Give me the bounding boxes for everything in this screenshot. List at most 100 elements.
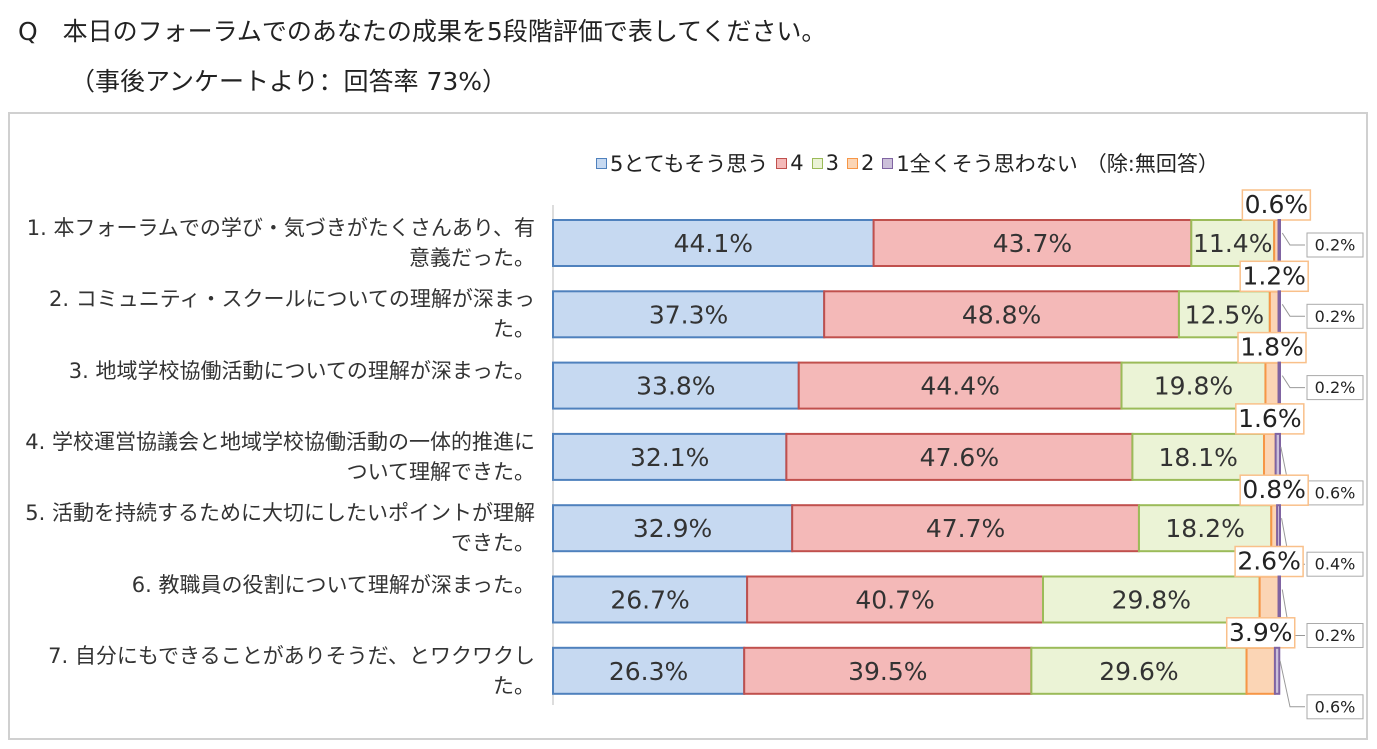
data-label: 0.2% bbox=[1315, 626, 1356, 645]
legend-item: 4 bbox=[776, 151, 804, 175]
data-label: 0.4% bbox=[1315, 555, 1356, 574]
legend-item: 2 bbox=[847, 151, 874, 175]
data-label: 48.8% bbox=[962, 300, 1041, 329]
leader-line bbox=[1281, 304, 1305, 317]
category-label: 2. コミュニティ・スクールについての理解が深まった。 bbox=[49, 287, 535, 342]
data-label: 47.7% bbox=[926, 514, 1005, 543]
bar-segment bbox=[1245, 646, 1276, 695]
callout-box bbox=[1225, 617, 1296, 649]
chart-title: Q 本日のフォーラムでのあなたの成果を5段階評価で表してください。 bbox=[18, 17, 827, 46]
bar-segment bbox=[1131, 432, 1266, 481]
legend-label: 3 bbox=[825, 151, 840, 175]
data-label: 39.5% bbox=[848, 657, 927, 686]
bar-segment bbox=[552, 504, 794, 553]
callout-box bbox=[1306, 694, 1364, 720]
legend-item: 1全くそう思わない bbox=[882, 148, 1078, 178]
callout-box bbox=[1306, 551, 1364, 577]
data-label: 0.6% bbox=[1245, 190, 1309, 219]
data-label: 3.9% bbox=[1229, 618, 1293, 647]
category-label: 3. 地域学校協働活動についての理解が深まった。 bbox=[68, 358, 535, 383]
data-label: 44.4% bbox=[920, 372, 999, 401]
leader-line bbox=[1279, 660, 1305, 708]
data-label: 18.1% bbox=[1159, 443, 1238, 472]
chart-frame bbox=[8, 112, 1368, 740]
callout-box bbox=[1239, 474, 1309, 506]
callout-box bbox=[1234, 545, 1304, 578]
category-label: 4. 学校運営協議会と地域学校協働活動の一体的推進について理解できた。 bbox=[25, 429, 535, 484]
data-label: 1.8% bbox=[1240, 333, 1304, 362]
callout-box bbox=[1306, 375, 1364, 401]
bar-segment bbox=[1274, 432, 1281, 481]
legend-swatch bbox=[811, 157, 823, 169]
category-label: 5. 活動を持続するために大切にしたいポイントが理解できた。 bbox=[25, 501, 535, 556]
data-label: 2.6% bbox=[1237, 547, 1301, 576]
callout-box bbox=[1239, 260, 1309, 293]
data-label: 26.7% bbox=[610, 586, 689, 615]
bar-segment bbox=[1276, 504, 1282, 553]
bar-segment bbox=[823, 290, 1180, 339]
legend-note: （除:無回答） bbox=[1085, 152, 1219, 176]
bar-segment bbox=[1263, 432, 1277, 481]
chart-subtitle: （事後アンケートより：回答率 73%） bbox=[70, 67, 508, 96]
data-label: 0.8% bbox=[1242, 475, 1306, 504]
data-label: 47.6% bbox=[920, 443, 999, 472]
legend: 5とてもそう思う 4 3 2 1全くそう思わない （除:無回答） bbox=[596, 148, 1219, 178]
data-label: 0.6% bbox=[1315, 483, 1356, 502]
callout-box bbox=[1241, 189, 1312, 221]
data-label: 44.1% bbox=[674, 229, 753, 258]
data-label: 0.2% bbox=[1315, 236, 1356, 255]
callout-box bbox=[1235, 403, 1305, 435]
category-label: 6. 教職員の役割について理解が深まった。 bbox=[131, 572, 535, 597]
bar-segment bbox=[552, 432, 788, 481]
data-label: 29.6% bbox=[1099, 657, 1178, 686]
legend-label: 4 bbox=[790, 151, 804, 175]
data-label: 0.2% bbox=[1315, 307, 1356, 326]
data-label: 19.8% bbox=[1154, 372, 1233, 401]
bar-segment bbox=[1041, 575, 1261, 624]
category-label: 1. 本フォーラムでの学び・気づきがたくさんあり、有意義だった。 bbox=[26, 216, 535, 270]
bar-segment bbox=[1277, 361, 1282, 410]
bar-segment bbox=[552, 646, 746, 695]
data-label: 0.6% bbox=[1315, 697, 1356, 716]
bar-segment bbox=[552, 361, 800, 410]
legend-swatch bbox=[776, 157, 788, 169]
legend-item: 3 bbox=[811, 151, 840, 175]
legend-label: 5とてもそう思う bbox=[610, 152, 769, 176]
data-label: 37.3% bbox=[649, 300, 728, 329]
bar-segment bbox=[1177, 290, 1271, 339]
category-label: 7. 自分にもできることがありそうだ、とワクワクした。 bbox=[48, 643, 535, 698]
data-label: 29.8% bbox=[1112, 586, 1191, 615]
bar-segment bbox=[1120, 361, 1267, 410]
legend-swatch bbox=[596, 157, 607, 169]
bar-segment bbox=[1190, 219, 1276, 267]
bar-segment bbox=[791, 504, 1140, 553]
data-label: 18.2% bbox=[1165, 514, 1244, 543]
bar-segment bbox=[1258, 575, 1280, 624]
bar-segment bbox=[785, 432, 1134, 481]
callout-box bbox=[1306, 480, 1364, 506]
legend-label: 2 bbox=[861, 151, 875, 175]
bar-segment bbox=[743, 646, 1033, 695]
data-label: 11.4% bbox=[1193, 229, 1272, 258]
bar-segment bbox=[1264, 361, 1280, 410]
legend-swatch bbox=[882, 157, 894, 169]
data-label: 12.5% bbox=[1185, 300, 1264, 329]
bar-segment bbox=[1277, 290, 1282, 339]
callout-box bbox=[1306, 303, 1364, 329]
data-label: 1.2% bbox=[1242, 261, 1306, 290]
bar-segment bbox=[1277, 575, 1282, 624]
callout-box bbox=[1306, 623, 1364, 648]
leader-line bbox=[1281, 232, 1305, 246]
callout-box bbox=[1237, 331, 1307, 364]
bar-segment bbox=[1268, 290, 1280, 339]
data-label: 43.7% bbox=[993, 229, 1072, 258]
data-label: 1.6% bbox=[1238, 404, 1302, 433]
data-label: 40.7% bbox=[855, 586, 934, 615]
data-label: 32.9% bbox=[633, 514, 712, 543]
leader-line bbox=[1281, 375, 1305, 389]
bar-segment bbox=[1277, 219, 1282, 267]
legend-item: 5とてもそう思う bbox=[596, 148, 768, 178]
data-label: 0.2% bbox=[1315, 378, 1356, 397]
